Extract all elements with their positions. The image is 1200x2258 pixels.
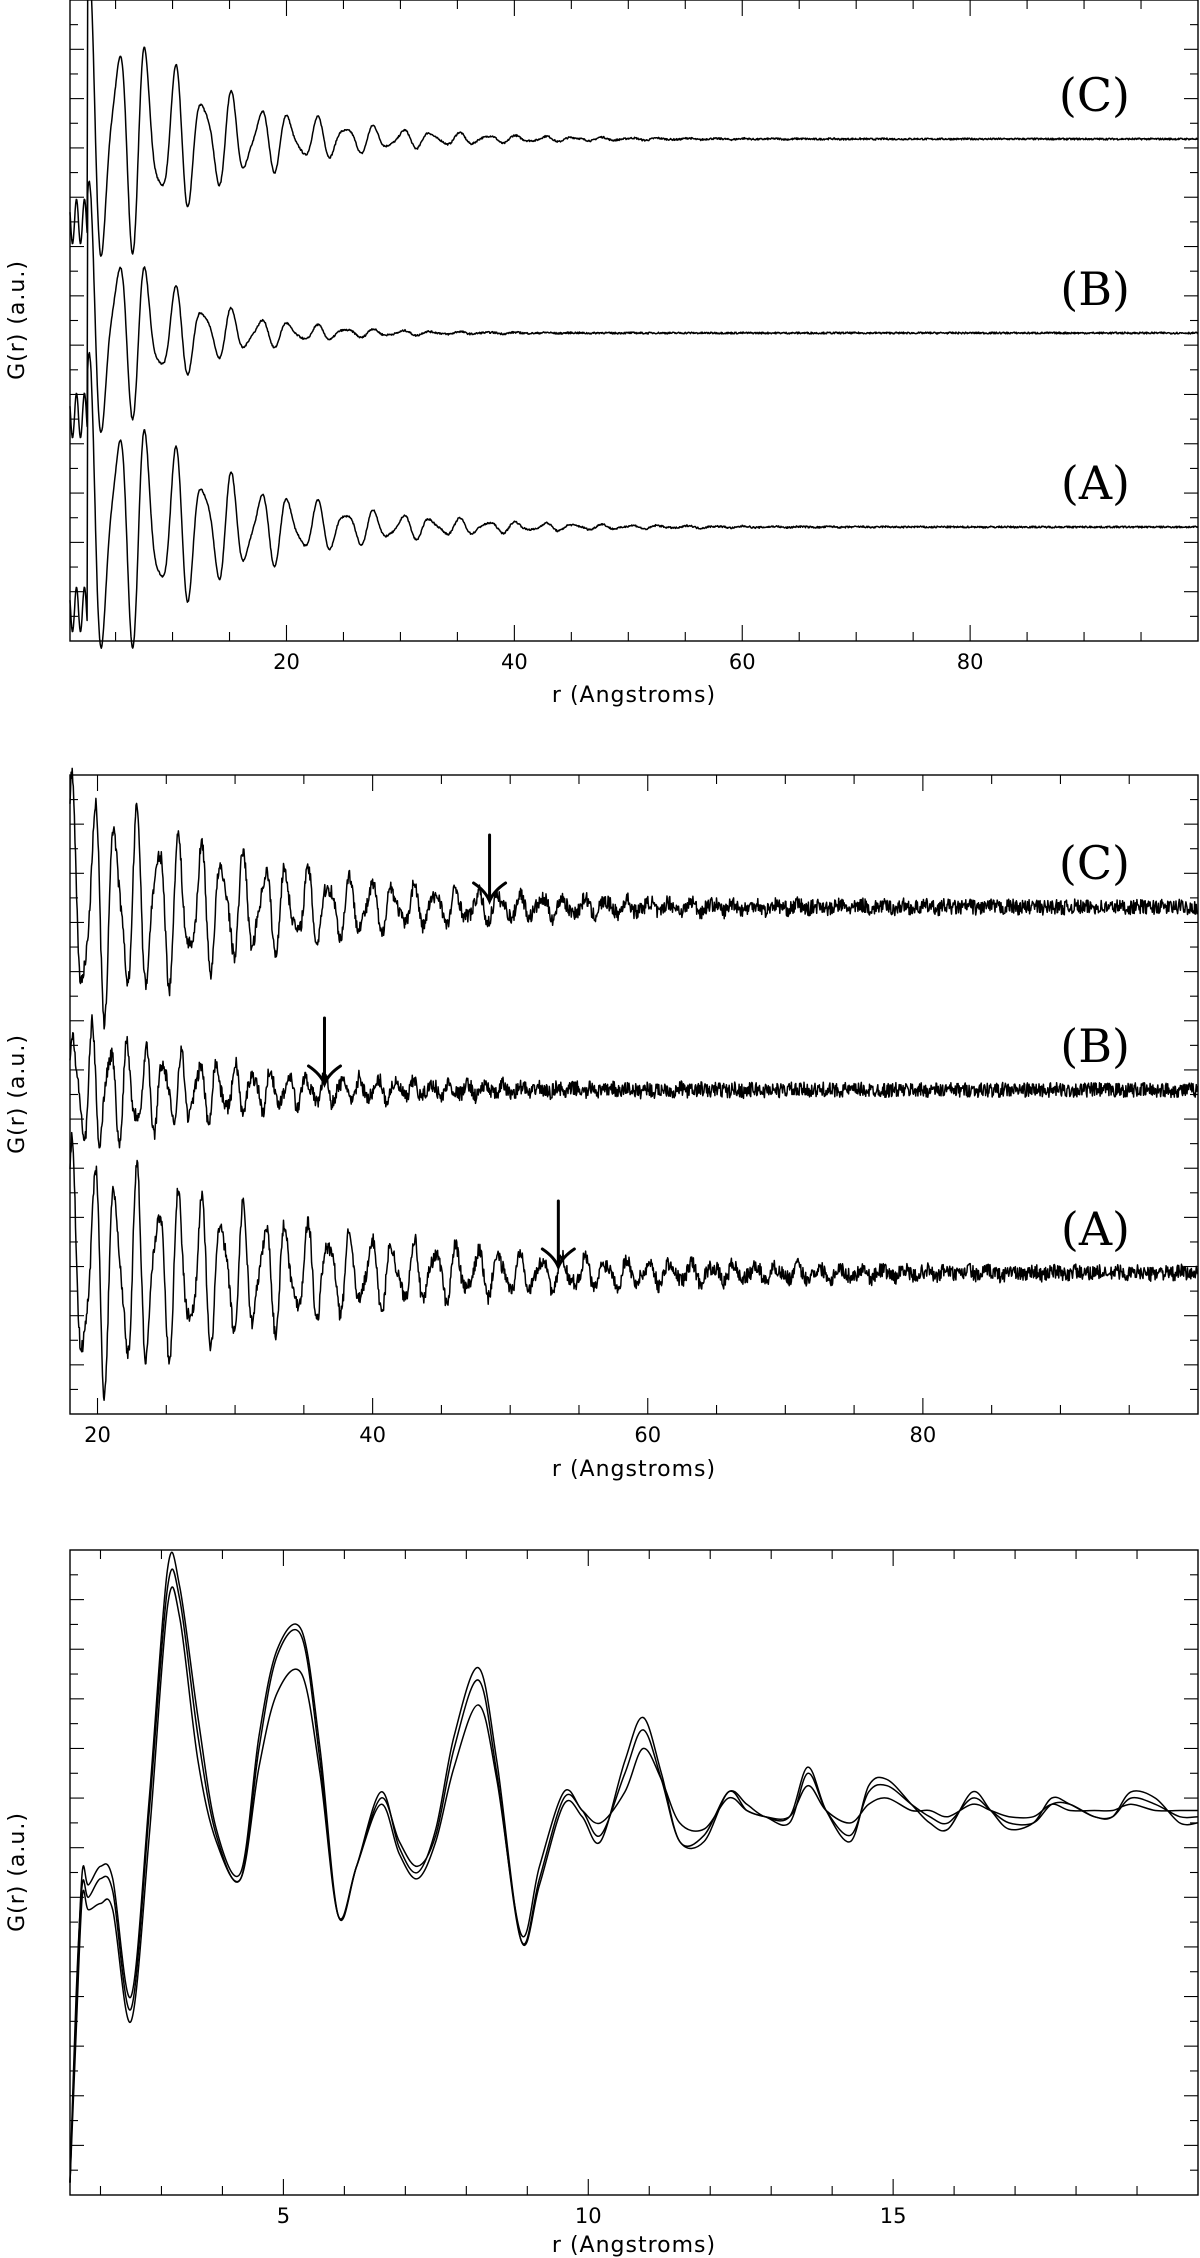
- panel-3-y-ticks: [70, 1574, 1198, 2171]
- panel-3-y-axis-label: G(r) (a.u.): [5, 1812, 30, 1932]
- arrow-marker: [540, 1199, 576, 1272]
- series-curve-a: [69, 1131, 1199, 1401]
- panel-3-frame: [69, 1549, 1199, 2196]
- series-curve-c: [69, 767, 1199, 1030]
- x-tick-label: 40: [501, 650, 528, 674]
- panel-2-curves: [69, 767, 1199, 1401]
- panel-3-x-ticks: 5 10 15: [99, 1550, 1138, 2228]
- panel-2-arrows: [306, 833, 576, 1272]
- series-curve-a: [69, 351, 1199, 649]
- panel-1-curves: [69, 0, 1199, 649]
- panel-2-x-ticks: 20 40 60 80: [84, 775, 1130, 1447]
- series-label: (A): [1061, 1202, 1130, 1256]
- overlay-curve-1: [69, 1568, 1199, 2183]
- x-tick-label: 10: [575, 2204, 602, 2228]
- x-tick-label: 80: [957, 650, 984, 674]
- series-label: (B): [1060, 1019, 1130, 1073]
- x-tick-label: 20: [273, 650, 300, 674]
- panel-2-x-axis-label: r (Angstroms): [552, 1457, 716, 1482]
- arrow-marker: [472, 833, 508, 906]
- panel-3-curves: [69, 1551, 1199, 2183]
- x-tick-label: 20: [84, 1423, 111, 1447]
- panel-1-x-ticks: 20 40 60 80: [115, 0, 1142, 674]
- panel-1-series-labels: (C) (B) (A): [1059, 68, 1130, 510]
- overlay-curve-2: [69, 1586, 1198, 2183]
- panel-1-x-axis-label: r (Angstroms): [552, 683, 716, 708]
- series-label: (C): [1059, 836, 1130, 890]
- panel-2-series-labels: (C) (B) (A): [1059, 836, 1130, 1256]
- overlay-curve-0: [69, 1551, 1199, 2183]
- x-tick-label: 5: [277, 2204, 290, 2228]
- series-curve-c: [69, 0, 1199, 257]
- x-tick-label: 40: [359, 1423, 386, 1447]
- panel-1-overview: 20 40 60 80 (C) (B) (A) r (Angstroms) G(r) (a…: [5, 0, 1199, 708]
- series-curve-b: [69, 1014, 1199, 1149]
- series-label: (C): [1059, 68, 1130, 122]
- x-tick-label: 60: [729, 650, 756, 674]
- panel-1-y-ticks: [70, 24, 1198, 617]
- series-label: (A): [1061, 456, 1130, 510]
- x-tick-label: 60: [634, 1423, 661, 1447]
- panel-3-x-axis-label: r (Angstroms): [552, 2233, 716, 2258]
- series-curve-b: [69, 180, 1199, 439]
- series-label: (B): [1060, 262, 1130, 316]
- arrow-marker: [306, 1016, 342, 1089]
- x-tick-label: 15: [880, 2204, 907, 2228]
- panel-3-low-r-overlay: 5 10 15 r (Angstroms) G(r) (a.u.): [5, 1549, 1199, 2258]
- panel-1-y-axis-label: G(r) (a.u.): [5, 260, 30, 380]
- x-tick-label: 80: [910, 1423, 937, 1447]
- panel-2-zoom-high-r: 20 40 60 80 (C) (B) (A) r (Angstroms) G(r) (a…: [5, 767, 1199, 1482]
- panel-2-y-axis-label: G(r) (a.u.): [5, 1034, 30, 1154]
